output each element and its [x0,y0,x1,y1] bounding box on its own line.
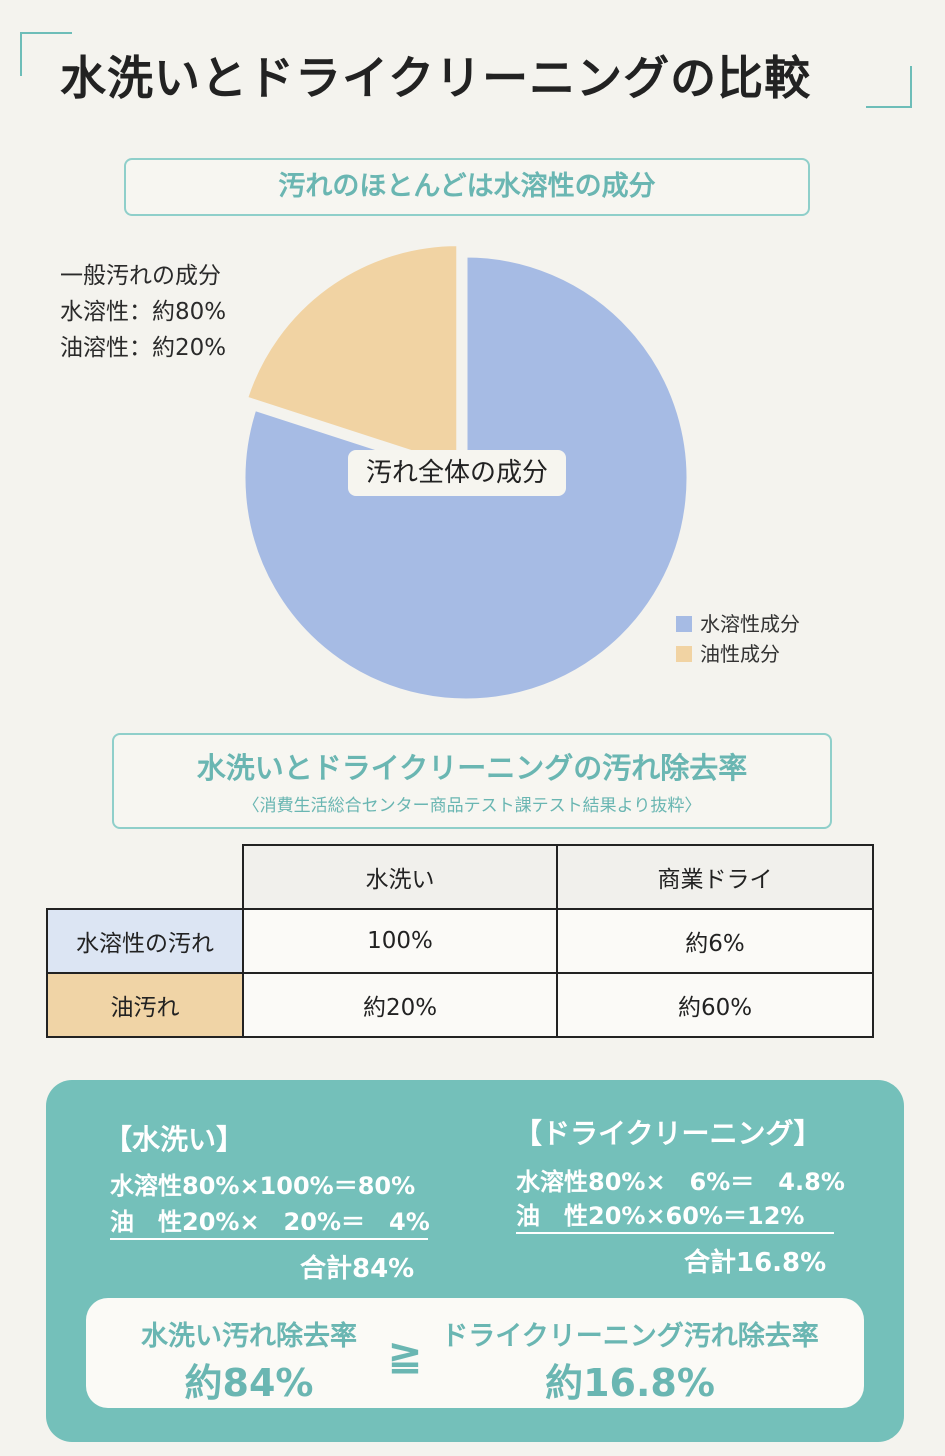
water-wash-total: 合計84% [300,1254,415,1284]
table-row: 水溶性の汚れ 100% 約6% [46,908,874,974]
title-corner-top-left [20,32,72,76]
water-wash-rate-value: 約84% [184,1361,314,1405]
row-header-oil: 油汚れ [46,972,244,1038]
table-cell: 約6% [556,908,874,974]
dry-total: 合計16.8% [684,1248,827,1278]
column-header-dry: 商業ドライ [556,844,874,910]
legend-label: 水溶性成分 [700,612,800,636]
water-wash-calc-line: 油 性20%× 20%＝ 4% [110,1208,430,1236]
page-title: 水洗いとドライクリーニングの比較 [60,51,812,105]
legend-item-water: 水溶性成分 [676,608,800,637]
pie-note-line: 一般汚れの成分 [60,263,221,289]
water-wash-rate-label: 水洗い汚れ除去率 [141,1321,357,1352]
pie-center-label: 汚れ全体の成分 [348,450,567,496]
water-wash-calc-title: 【水洗い】 [104,1123,245,1156]
table-cell: 100% [242,908,558,974]
table-header-row: 水洗い 商業ドライ [47,844,874,910]
dry-calc-title: 【ドライクリーニング】 [514,1117,822,1150]
water-wash-sum-rule [110,1238,428,1240]
table-cell: 約20% [242,972,558,1038]
table-cell: 約60% [556,972,874,1038]
title-corner-bottom-right [866,66,912,108]
pie-note-line: 油溶性：約20% [60,335,227,361]
dry-rate-label: ドライクリーニング汚れ除去率 [441,1321,819,1352]
pie-slice [244,243,460,469]
result-comparison-box [86,1298,864,1408]
table-corner [47,845,243,909]
removal-rate-table: 水洗い 商業ドライ 水溶性の汚れ 100% 約6% 油汚れ 約20% 約60% [46,844,874,1038]
removal-rate-title: 水洗いとドライクリーニングの汚れ除去率 [196,751,748,785]
greater-equal-symbol: ≧ [387,1330,423,1379]
dry-sum-rule [516,1232,834,1234]
removal-rate-source: 〈消費生活総合センター商品テスト課テスト結果より抜粋〉 [242,796,702,816]
pie-chart [242,243,690,702]
pie-note: 一般汚れの成分 水溶性：約80% 油溶性：約20% [60,258,226,366]
legend-item-oil: 油性成分 [676,638,780,667]
water-wash-calc-line: 水溶性80%×100%＝80% [110,1172,416,1200]
row-header-water-soluble: 水溶性の汚れ [46,908,244,974]
section-heading-composition: 汚れのほとんどは水溶性の成分 [124,158,810,216]
legend-swatch-water [676,616,692,632]
legend-label: 油性成分 [700,642,780,666]
dry-calc-line: 油 性20%×60%＝12% [516,1202,805,1230]
dry-rate-value: 約16.8% [545,1361,715,1405]
pie-note-line: 水溶性：約80% [60,299,227,325]
table-row: 油汚れ 約20% 約60% [46,972,874,1038]
dry-calc-line: 水溶性80%× 6%＝ 4.8% [516,1168,845,1196]
section-heading-removal-rate: 水洗いとドライクリーニングの汚れ除去率 〈消費生活総合センター商品テスト課テスト… [112,733,832,829]
column-header-water-wash: 水洗い [242,844,558,910]
legend-swatch-oil [676,646,692,662]
